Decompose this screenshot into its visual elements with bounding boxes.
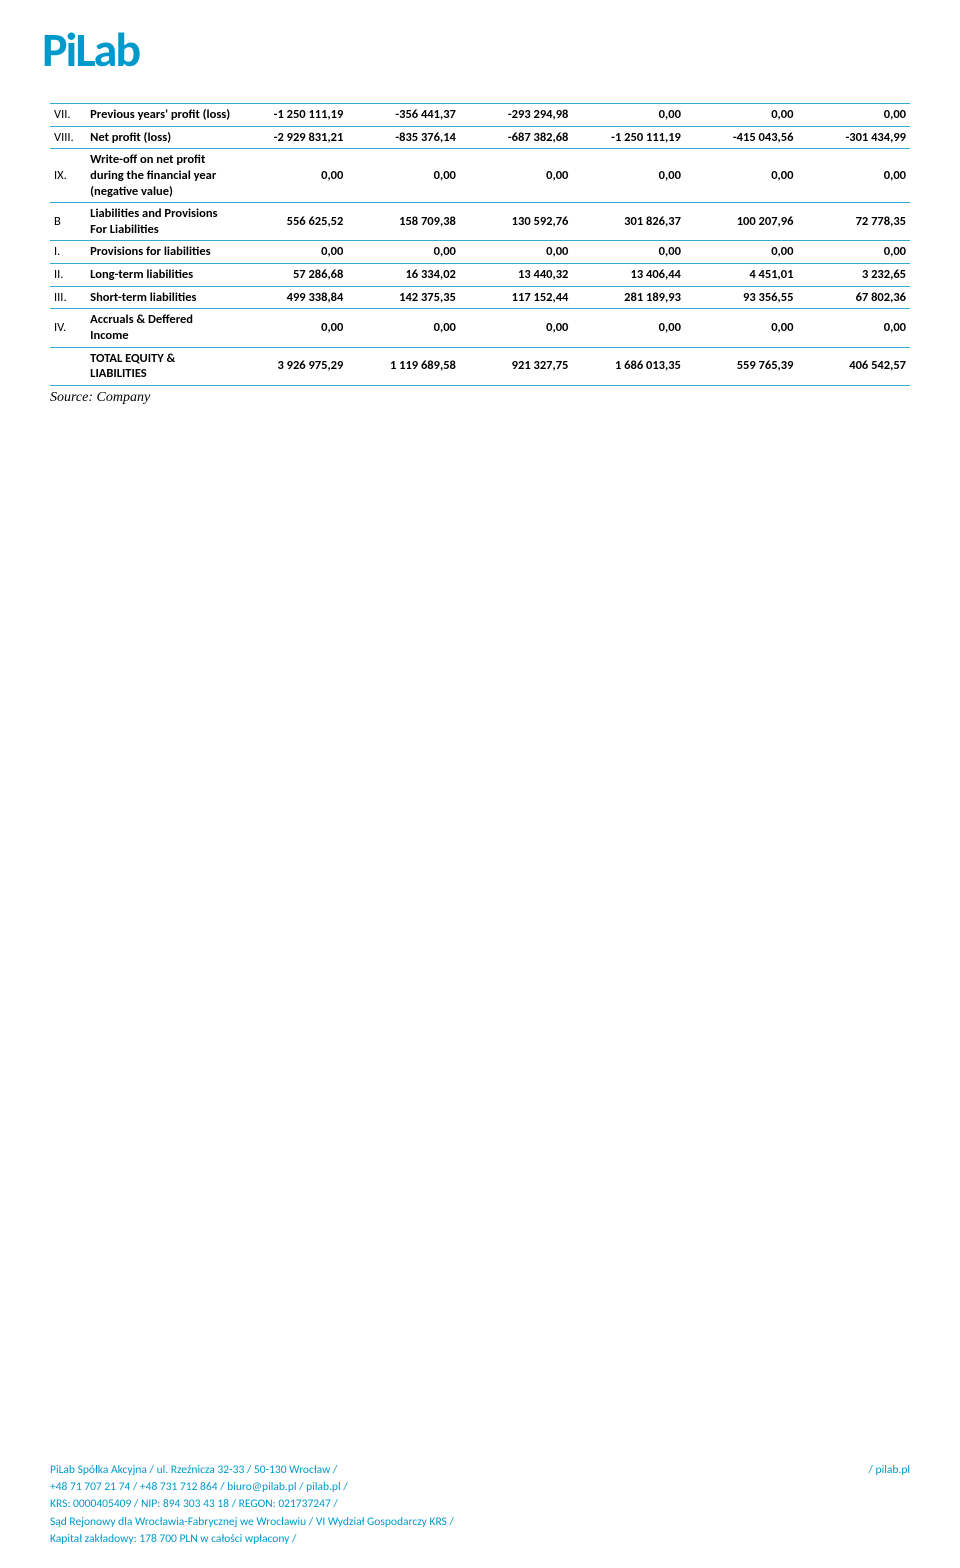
logo-text: PiLab [42, 20, 139, 79]
footer-line2: +48 71 707 21 74 / +48 731 712 864 / biu… [50, 1479, 910, 1496]
table-row: I. Provisions for liabilities 0,00 0,00 … [50, 241, 910, 264]
row-v6: -301 434,99 [797, 126, 910, 149]
row-num: II. [50, 264, 86, 287]
row-v1: 0,00 [235, 149, 348, 203]
row-v4: 0,00 [572, 104, 685, 127]
footer: / pilab.pl PiLab Spółka Akcyjna / ul. Rz… [50, 1462, 910, 1548]
source-note: Source: Company [50, 390, 910, 406]
row-v5: 93 356,55 [685, 286, 798, 309]
table-row: III. Short-term liabilities 499 338,84 1… [50, 286, 910, 309]
row-label: TOTAL EQUITY & LIABILITIES [86, 347, 235, 385]
row-v3: 117 152,44 [460, 286, 573, 309]
row-num [50, 347, 86, 385]
row-v4: 301 826,37 [572, 203, 685, 241]
row-v3: 921 327,75 [460, 347, 573, 385]
row-v2: 0,00 [347, 241, 460, 264]
row-v1: -2 929 831,21 [235, 126, 348, 149]
footer-line4: Sąd Rejonowy dla Wrocławia-Fabrycznej we… [50, 1514, 910, 1531]
row-num: III. [50, 286, 86, 309]
row-v4: 0,00 [572, 149, 685, 203]
table-row: VIII. Net profit (loss) -2 929 831,21 -8… [50, 126, 910, 149]
row-v2: 1 119 689,58 [347, 347, 460, 385]
row-num: B [50, 203, 86, 241]
row-num: VIII. [50, 126, 86, 149]
row-v2: 158 709,38 [347, 203, 460, 241]
row-v5: 100 207,96 [685, 203, 798, 241]
row-v2: 0,00 [347, 149, 460, 203]
row-v3: 0,00 [460, 309, 573, 347]
logo: PiLab [42, 20, 910, 79]
row-v6: 0,00 [797, 241, 910, 264]
row-label: Write-off on net profit during the finan… [86, 149, 235, 203]
row-v2: 0,00 [347, 309, 460, 347]
table-row: IX. Write-off on net profit during the f… [50, 149, 910, 203]
row-v3: 130 592,76 [460, 203, 573, 241]
row-v3: -293 294,98 [460, 104, 573, 127]
row-v5: 0,00 [685, 149, 798, 203]
table-row: TOTAL EQUITY & LIABILITIES 3 926 975,29 … [50, 347, 910, 385]
row-v4: 281 189,93 [572, 286, 685, 309]
row-v6: 72 778,35 [797, 203, 910, 241]
row-v3: -687 382,68 [460, 126, 573, 149]
row-label: Provisions for liabilities [86, 241, 235, 264]
row-v6: 0,00 [797, 309, 910, 347]
row-label: Liabilities and Provisions For Liabiliti… [86, 203, 235, 241]
row-v5: 559 765,39 [685, 347, 798, 385]
row-v1: 3 926 975,29 [235, 347, 348, 385]
table-row: VII. Previous years' profit (loss) -1 25… [50, 104, 910, 127]
row-v5: 0,00 [685, 309, 798, 347]
row-num: VII. [50, 104, 86, 127]
row-label: Short-term liabilities [86, 286, 235, 309]
row-v2: -356 441,37 [347, 104, 460, 127]
row-v1: -1 250 111,19 [235, 104, 348, 127]
table-row: II. Long-term liabilities 57 286,68 16 3… [50, 264, 910, 287]
row-v4: 13 406,44 [572, 264, 685, 287]
row-v2: 16 334,02 [347, 264, 460, 287]
footer-line5: Kapitał zakładowy: 178 700 PLN w całości… [50, 1531, 910, 1548]
table-row: B Liabilities and Provisions For Liabili… [50, 203, 910, 241]
row-v6: 67 802,36 [797, 286, 910, 309]
row-v1: 0,00 [235, 241, 348, 264]
row-v3: 13 440,32 [460, 264, 573, 287]
row-v6: 3 232,65 [797, 264, 910, 287]
row-v1: 0,00 [235, 309, 348, 347]
row-v1: 499 338,84 [235, 286, 348, 309]
footer-line3: KRS: 0000405409 / NIP: 894 303 43 18 / R… [50, 1496, 910, 1513]
row-v4: 1 686 013,35 [572, 347, 685, 385]
row-label: Previous years' profit (loss) [86, 104, 235, 127]
row-v6: 406 542,57 [797, 347, 910, 385]
row-v4: 0,00 [572, 309, 685, 347]
row-v4: -1 250 111,19 [572, 126, 685, 149]
row-v3: 0,00 [460, 241, 573, 264]
row-v4: 0,00 [572, 241, 685, 264]
financial-table: VII. Previous years' profit (loss) -1 25… [50, 103, 910, 386]
row-num: I. [50, 241, 86, 264]
row-v5: 0,00 [685, 104, 798, 127]
table-row: IV. Accruals & Deffered Income 0,00 0,00… [50, 309, 910, 347]
row-v6: 0,00 [797, 104, 910, 127]
footer-right: / pilab.pl [869, 1462, 911, 1479]
row-num: IX. [50, 149, 86, 203]
footer-line1: PiLab Spółka Akcyjna / ul. Rzeźnicza 32-… [50, 1462, 910, 1479]
row-label: Net profit (loss) [86, 126, 235, 149]
row-v2: -835 376,14 [347, 126, 460, 149]
row-label: Accruals & Deffered Income [86, 309, 235, 347]
row-v6: 0,00 [797, 149, 910, 203]
row-v1: 57 286,68 [235, 264, 348, 287]
row-v1: 556 625,52 [235, 203, 348, 241]
row-v3: 0,00 [460, 149, 573, 203]
row-v5: 4 451,01 [685, 264, 798, 287]
row-label: Long-term liabilities [86, 264, 235, 287]
row-num: IV. [50, 309, 86, 347]
row-v5: 0,00 [685, 241, 798, 264]
row-v5: -415 043,56 [685, 126, 798, 149]
row-v2: 142 375,35 [347, 286, 460, 309]
